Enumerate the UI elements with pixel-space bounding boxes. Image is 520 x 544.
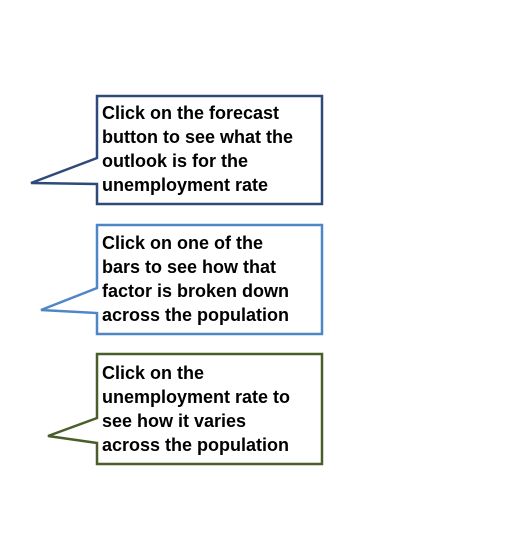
callout-line: across the population [102, 305, 290, 325]
callout-line: button to see what the [102, 127, 293, 147]
callout-line: see how it varies [102, 411, 247, 431]
callout-line: unemployment rate to [102, 387, 291, 407]
callout-line: Click on the forecast [102, 103, 280, 123]
callout-line: bars to see how that [102, 257, 277, 277]
callout-bars-text: Click on one of the bars to see how that… [102, 231, 318, 327]
callout-forecast-text: Click on the forecast button to see what… [102, 101, 318, 197]
callout-line: factor is broken down [102, 281, 290, 301]
callout-line: across the population [102, 435, 290, 455]
callout-line: Click on the [102, 363, 205, 383]
callout-line: outlook is for the [102, 151, 248, 171]
callout-line: unemployment rate [102, 175, 269, 195]
callout-line: Click on one of the [102, 233, 264, 253]
callout-unemployment-text: Click on the unemployment rate to see ho… [102, 361, 318, 457]
